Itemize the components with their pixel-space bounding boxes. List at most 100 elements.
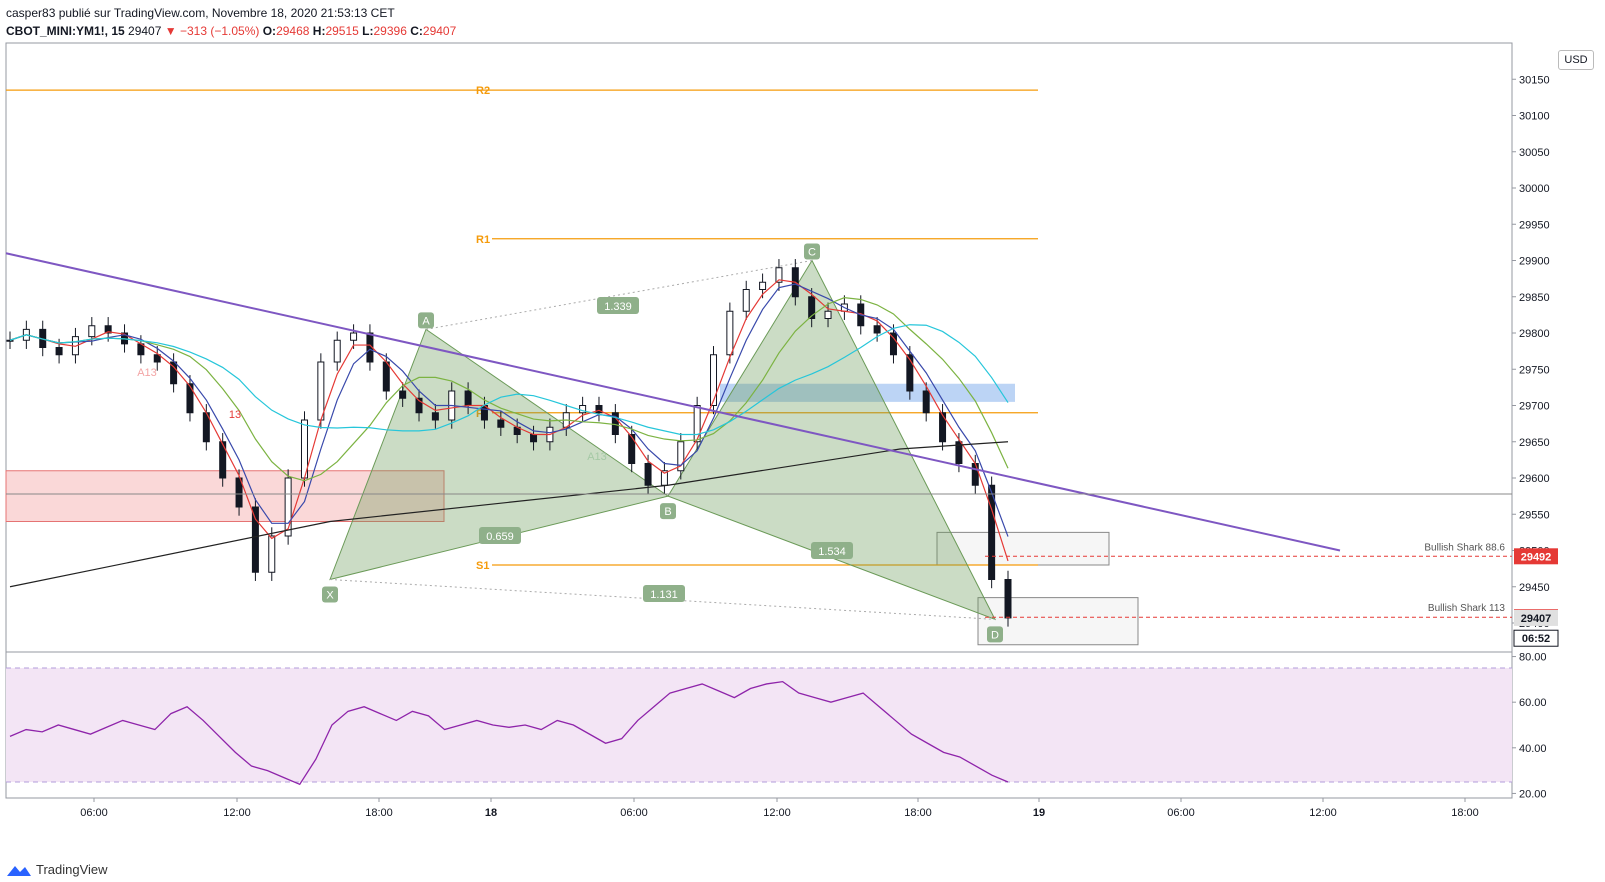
time-tick-label: 12:00 <box>763 807 791 819</box>
rsi-tick-label: 80.00 <box>1519 652 1547 664</box>
brand-label: TradingView <box>36 862 108 877</box>
candle-body <box>6 339 14 342</box>
close-value: 29407 <box>422 24 457 38</box>
pattern-ac-dotted <box>425 260 813 330</box>
moving-average-line <box>9 283 1009 537</box>
chart-header: casper83 publié sur TradingView.com, Nov… <box>6 4 456 40</box>
candle-body <box>88 325 96 338</box>
candle-body <box>170 361 178 385</box>
ratio-label: 1.131 <box>650 589 678 601</box>
candle-body <box>939 412 947 443</box>
rsi-tick-label: 20.00 <box>1519 788 1547 800</box>
symbol-name[interactable]: CBOT_MINI:YM1!, 15 <box>6 24 125 38</box>
ratio-box <box>811 542 853 559</box>
candle-body <box>104 325 112 334</box>
marker-label: A13 <box>587 451 607 463</box>
candle-body <box>464 390 472 406</box>
bullish-shark-label: Bullish Shark 88.6 <box>1424 542 1505 553</box>
footer-brand[interactable]: TradingView <box>6 862 108 877</box>
ratio-box <box>643 585 685 602</box>
candle-body <box>889 332 897 356</box>
time-tick-label: 18 <box>485 807 497 819</box>
symbol-line: CBOT_MINI:YM1!, 15 29407 ▼ −313 (−1.05%)… <box>6 22 456 40</box>
candle-body <box>824 310 832 319</box>
pivot-label-r1: R1 <box>476 234 490 246</box>
price-tick-label: 29950 <box>1519 219 1550 231</box>
publish-info: casper83 publié sur TradingView.com, Nov… <box>6 6 395 20</box>
target-box-88 <box>936 531 1110 566</box>
price-tick-label: 29750 <box>1519 364 1550 376</box>
price-tick-label: 29850 <box>1519 292 1550 304</box>
price-change: −313 (−1.05%) <box>179 24 260 38</box>
time-tick-label: 12:00 <box>223 807 251 819</box>
candle-body <box>922 390 930 414</box>
candle-body <box>415 397 423 414</box>
price-tick-label: 30150 <box>1519 74 1550 86</box>
candle-body <box>350 332 358 341</box>
candle-body <box>873 325 881 334</box>
candle-body <box>628 434 636 464</box>
price-axis-label <box>1514 609 1558 626</box>
candle-body <box>333 339 341 363</box>
candle-body <box>906 354 914 392</box>
candle-body <box>317 361 325 421</box>
candle-body <box>710 354 718 406</box>
ratio-box <box>479 527 521 544</box>
price-tick-label: 29600 <box>1519 473 1550 485</box>
trend-line <box>5 252 1341 552</box>
open-value: 29468 <box>276 24 310 38</box>
candle-body <box>153 354 161 363</box>
pivot-label-r2: R2 <box>476 85 490 97</box>
candle-body <box>186 383 194 414</box>
price-tick-label: 30050 <box>1519 147 1550 159</box>
ratio-box <box>597 297 639 314</box>
price-tick-label: 30100 <box>1519 111 1550 123</box>
candle-body <box>497 419 505 428</box>
candle-body <box>775 267 783 283</box>
price-axis-label-text: 29492 <box>1521 551 1552 563</box>
candle-body <box>677 441 685 472</box>
candle-body <box>971 463 979 486</box>
moving-average-line <box>9 297 1009 482</box>
down-arrow-icon: ▼ <box>164 24 177 38</box>
candle-body <box>988 484 996 580</box>
candle-body <box>284 477 292 537</box>
time-tick-label: 06:00 <box>1167 807 1195 819</box>
time-tick-label: 12:00 <box>1309 807 1337 819</box>
price-axis-label <box>1514 548 1558 565</box>
time-tick-label: 19 <box>1033 807 1045 819</box>
pivot-label-p: P <box>476 408 483 420</box>
supply-zone <box>5 470 445 522</box>
pattern-label-a: A <box>422 315 430 327</box>
candle-body <box>431 412 439 421</box>
price-tick-label: 29700 <box>1519 401 1550 413</box>
ratio-label: 1.339 <box>604 301 632 313</box>
pattern-label-b: B <box>664 506 671 518</box>
price-tick-label: 29650 <box>1519 437 1550 449</box>
moving-average-line <box>9 279 1009 562</box>
low-value: 29396 <box>373 24 407 38</box>
currency-button[interactable]: USD <box>1558 50 1594 70</box>
candle-body <box>251 506 259 573</box>
candle-body <box>726 310 734 356</box>
price-axis-label <box>1513 629 1559 647</box>
rsi-tick-label: 40.00 <box>1519 743 1547 755</box>
close-label: C: <box>410 24 423 38</box>
pattern-point-a <box>418 312 434 329</box>
ratio-label: 0.659 <box>486 531 514 543</box>
candle-body <box>955 441 963 464</box>
tradingview-logo-icon <box>7 865 31 876</box>
low-label: L: <box>362 24 374 38</box>
long-moving-average <box>9 441 1009 588</box>
last-price: 29407 <box>128 24 162 38</box>
candle-body <box>595 405 603 414</box>
price-tick-label: 30000 <box>1519 183 1550 195</box>
time-tick-label: 06:00 <box>80 807 108 819</box>
candle-body <box>235 477 243 508</box>
candle-body <box>742 289 750 312</box>
price-axis-label-text: 06:52 <box>1522 633 1550 645</box>
price-tick-label: 29450 <box>1519 582 1550 594</box>
candle-body <box>382 361 390 392</box>
candle-body <box>693 405 701 443</box>
